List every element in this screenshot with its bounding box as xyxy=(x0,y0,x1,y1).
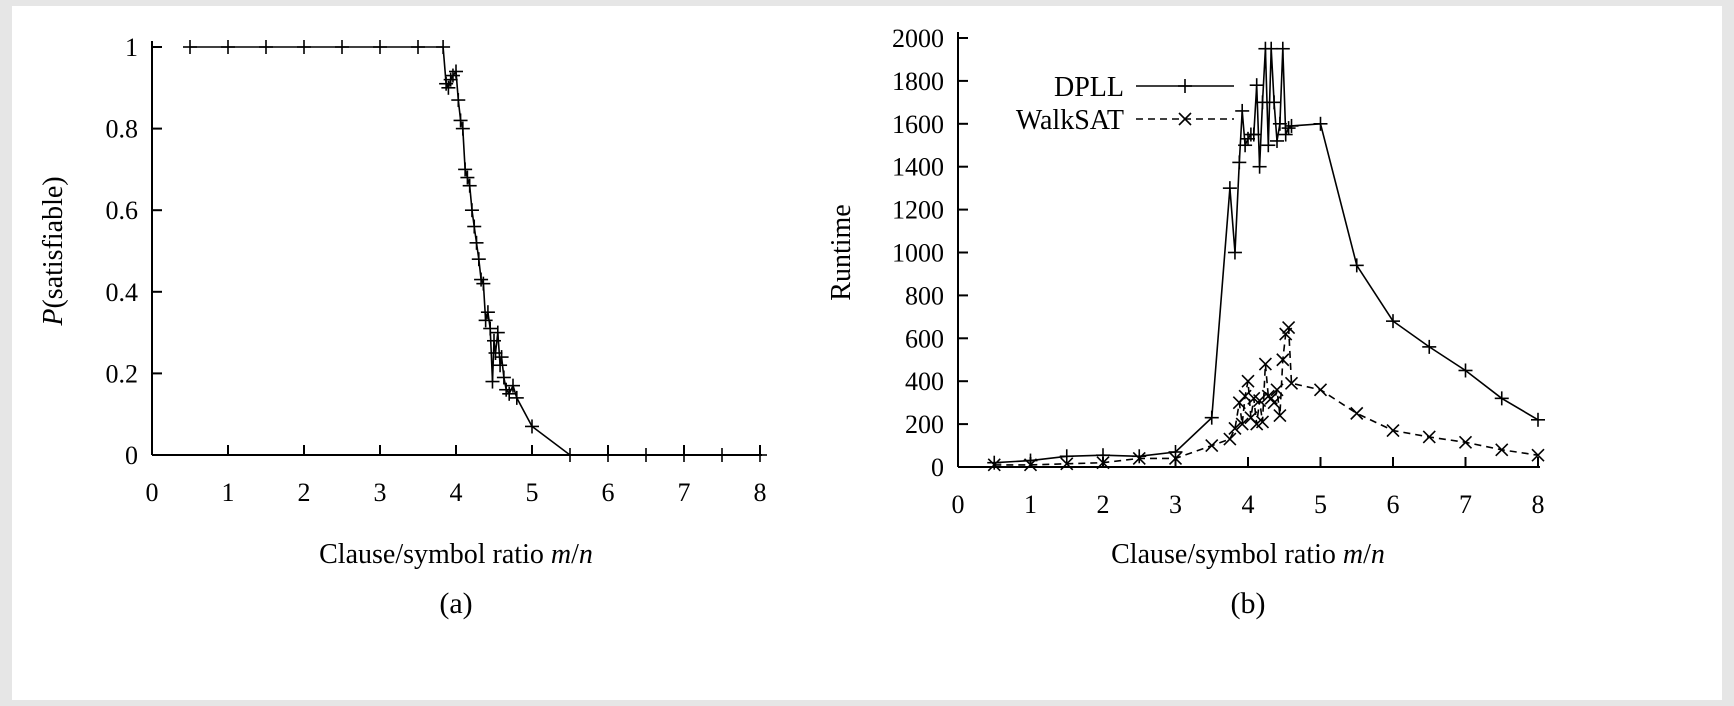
y-tick-label: 1 xyxy=(125,33,138,62)
panel-label: (a) xyxy=(439,587,472,620)
x-tick-label: 2 xyxy=(1097,490,1110,519)
y-tick-label: 0.2 xyxy=(106,359,139,388)
y-tick-label: 200 xyxy=(905,410,944,439)
x-marker xyxy=(987,458,1001,472)
legend-label: DPLL xyxy=(1054,72,1124,103)
x-marker xyxy=(1023,458,1038,472)
x-marker xyxy=(1228,421,1242,435)
x-marker xyxy=(1495,443,1509,457)
x-marker xyxy=(1244,411,1258,425)
x-tick-label: 8 xyxy=(1532,490,1545,519)
y-tick-label: 0.4 xyxy=(106,278,139,307)
x-marker xyxy=(1282,321,1296,335)
panel-label: (b) xyxy=(1231,587,1266,620)
x-marker xyxy=(1270,383,1284,397)
x-marker xyxy=(1284,376,1299,390)
y-tick-label: 0.6 xyxy=(106,196,139,225)
y-tick-label: 0 xyxy=(931,453,944,482)
x-marker xyxy=(1531,448,1545,462)
x-marker xyxy=(1168,451,1183,465)
y-tick-label: 1000 xyxy=(892,239,944,268)
x-tick-label: 1 xyxy=(1024,490,1037,519)
x-marker xyxy=(1096,456,1110,470)
x-tick-label: 7 xyxy=(1459,490,1472,519)
y-tick-label: 1600 xyxy=(892,110,944,139)
x-tick-label: 2 xyxy=(298,478,311,507)
x-tick-label: 3 xyxy=(374,478,387,507)
x-tick-label: 0 xyxy=(952,490,965,519)
x-marker xyxy=(1205,438,1219,453)
x-tick-label: 5 xyxy=(1314,490,1327,519)
x-marker xyxy=(1060,457,1074,471)
y-tick-label: 2000 xyxy=(892,24,944,53)
series-walksat xyxy=(987,321,1545,472)
x-tick-label: 8 xyxy=(754,478,767,507)
x-marker xyxy=(1422,430,1436,444)
x-marker xyxy=(1386,423,1400,438)
x-tick-label: 6 xyxy=(602,478,615,507)
y-tick-label: 1400 xyxy=(892,153,944,182)
x-marker xyxy=(1223,432,1237,446)
series-p-satisfiable xyxy=(183,40,767,462)
x-tick-label: 5 xyxy=(526,478,539,507)
figure-panel: 0 1 2 3 4 5 6 7 8 0 0.2 0.4 0.6 0.8 1 Clause/symbol rat… xyxy=(12,6,1722,700)
chart-b: 0 1 2 3 4 5 6 7 8 0 200 400 600 800 1000 1200 1400 1600 18… xyxy=(826,24,1545,620)
x-marker xyxy=(1178,112,1192,126)
x-marker xyxy=(1458,435,1473,449)
x-marker xyxy=(1350,406,1364,420)
x-marker xyxy=(1267,396,1281,410)
chart-a: 0 1 2 3 4 5 6 7 8 0 0.2 0.4 0.6 0.8 1 Clause/symbol rat… xyxy=(38,33,767,620)
series-dpll xyxy=(987,41,1545,470)
x-marker xyxy=(1276,353,1290,367)
x-tick-label: 4 xyxy=(450,478,463,507)
series-line xyxy=(190,46,760,456)
x-marker xyxy=(1279,327,1293,341)
x-marker xyxy=(1132,451,1146,465)
legend-label: WalkSAT xyxy=(1016,105,1124,136)
figure-canvas: 0 1 2 3 4 5 6 7 8 0 0.2 0.4 0.6 0.8 1 Clause/symbol rat… xyxy=(38,24,1545,620)
x-tick-label: 6 xyxy=(1387,490,1400,519)
y-tick-label: 1200 xyxy=(892,196,944,225)
x-axis-title: Clause/symbol ratio m/n xyxy=(1111,539,1385,570)
x-tick-label: 1 xyxy=(222,478,235,507)
x-marker xyxy=(1253,393,1267,408)
y-tick-label: 0 xyxy=(125,441,138,470)
x-tick-label: 4 xyxy=(1242,490,1255,519)
y-axis-title: P(satisfiable) xyxy=(38,176,69,326)
x-axis-title: Clause/symbol ratio m/n xyxy=(319,539,593,570)
y-tick-label: 0.8 xyxy=(106,115,139,144)
x-marker xyxy=(1258,357,1272,371)
x-marker xyxy=(1241,374,1255,388)
x-tick-label: 3 xyxy=(1169,490,1182,519)
x-marker xyxy=(1247,391,1261,405)
x-marker xyxy=(1264,391,1278,405)
y-tick-label: 800 xyxy=(905,281,944,310)
y-tick-label: 600 xyxy=(905,324,944,353)
y-axis-title: Runtime xyxy=(826,204,857,300)
x-marker xyxy=(1238,389,1252,403)
series-line xyxy=(994,327,1539,466)
x-marker xyxy=(1235,417,1249,431)
x-marker xyxy=(1273,408,1287,423)
x-tick-label: 0 xyxy=(146,478,159,507)
y-tick-label: 400 xyxy=(905,367,944,396)
x-tick-label: 7 xyxy=(678,478,691,507)
x-marker xyxy=(1313,383,1328,397)
x-marker xyxy=(1255,415,1270,429)
y-tick-label: 1800 xyxy=(892,67,944,96)
